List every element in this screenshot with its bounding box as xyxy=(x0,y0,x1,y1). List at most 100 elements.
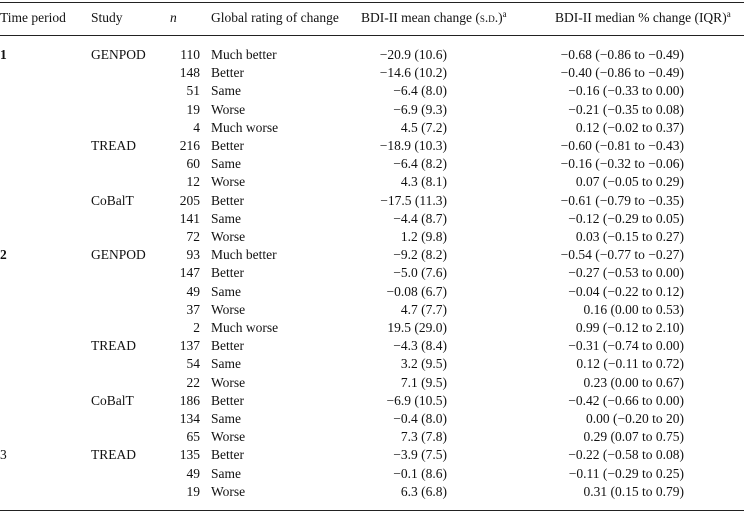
table-cell: 147 xyxy=(179,265,200,281)
table-cell: 4.7 (7.7) xyxy=(400,301,447,317)
table-cell: −0.08 (6.7) xyxy=(386,283,447,299)
table-cell: −20.9 (10.6) xyxy=(379,47,447,62)
table-cell: Same xyxy=(211,210,241,226)
table-cell: 19.5 (29.0) xyxy=(387,320,447,335)
table-cell: −0.42 (−0.66 to 0.00) xyxy=(568,392,684,408)
table-cell: −3.9 (7.5) xyxy=(393,447,447,463)
table-cell: −0.16 (−0.32 to −0.06) xyxy=(560,156,684,172)
table-cell: 141 xyxy=(179,210,200,226)
table-cell: 65 xyxy=(186,429,201,445)
table-cell: 2 xyxy=(193,320,200,335)
table-cell: TREAD xyxy=(91,338,136,354)
table-cell: 205 xyxy=(179,192,200,208)
table-cell: Worse xyxy=(211,301,246,317)
table-cell: 3.2 (9.5) xyxy=(400,356,447,372)
table-cell: 137 xyxy=(179,338,200,354)
table-cell: −0.04 (−0.22 to 0.12) xyxy=(568,283,684,299)
table-cell: Better xyxy=(211,392,244,408)
table-cell: 1.2 (9.8) xyxy=(400,229,447,244)
table-cell: 19 xyxy=(186,101,201,117)
top-rule xyxy=(0,2,744,3)
table-cell: −0.61 (−0.79 to −0.35) xyxy=(560,192,684,208)
header-cell: BDI-II mean change (s.d.)a xyxy=(361,10,507,26)
table-cell: 54 xyxy=(186,356,201,372)
table-cell: −0.12 (−0.29 to 0.05) xyxy=(568,210,684,226)
table-cell: 2 xyxy=(0,247,7,263)
table-cell: CoBalT xyxy=(91,392,134,408)
table-cell: Same xyxy=(211,283,241,299)
header-cell: Time period xyxy=(0,10,66,25)
table-cell: Same xyxy=(211,83,241,99)
table-cell: −4.4 (8.7) xyxy=(393,210,447,226)
table-cell: Same xyxy=(211,156,241,172)
table-cell: 135 xyxy=(179,447,200,463)
bottom-rule xyxy=(0,510,744,511)
table-cell: 4.3 (8.1) xyxy=(400,174,447,190)
table-cell: 134 xyxy=(179,411,200,426)
table-cell: Much better xyxy=(211,47,277,62)
footnote-mark: a xyxy=(502,9,507,19)
table-cell: 4.5 (7.2) xyxy=(400,119,447,135)
table-cell: Much worse xyxy=(211,320,279,335)
table-cell: 12 xyxy=(186,174,201,190)
table-cell: −6.9 (10.5) xyxy=(386,392,447,408)
table-cell: 51 xyxy=(186,83,201,99)
table-cell: −0.16 (−0.33 to 0.00) xyxy=(568,83,684,99)
table-cell: 6.3 (6.8) xyxy=(400,483,447,499)
table-cell: −0.27 (−0.53 to 0.00) xyxy=(568,265,684,281)
table-cell: Same xyxy=(211,411,241,426)
table-cell: −0.31 (−0.74 to 0.00) xyxy=(568,338,684,354)
table-cell: −0.1 (8.6) xyxy=(393,465,447,481)
table-cell: −0.60 (−0.81 to −0.43) xyxy=(560,138,684,153)
table-cell: 0.03 (−0.15 to 0.27) xyxy=(575,229,684,244)
table-cell: 0.12 (−0.02 to 0.37) xyxy=(575,119,684,135)
table-cell: 49 xyxy=(186,283,201,299)
table-cell: 0.99 (−0.12 to 2.10) xyxy=(575,320,684,335)
table-cell: 60 xyxy=(186,156,201,172)
table-cell: TREAD xyxy=(91,447,136,463)
table-cell: −0.54 (−0.77 to −0.27) xyxy=(560,247,684,263)
table-cell: 4 xyxy=(193,119,200,135)
header-rule xyxy=(0,35,744,36)
header-cell: Study xyxy=(91,10,123,25)
table-cell: 93 xyxy=(186,247,201,263)
table-cell: −0.22 (−0.58 to 0.08) xyxy=(568,447,684,463)
table-cell: Much worse xyxy=(211,119,279,135)
header-text: ) xyxy=(498,10,503,25)
table-cell: −4.3 (8.4) xyxy=(393,338,447,354)
table-cell: 49 xyxy=(186,465,201,481)
table-cell: 186 xyxy=(179,392,200,408)
table-cell: GENPOD xyxy=(91,247,146,263)
table-cell: Better xyxy=(211,138,244,153)
table-cell: Worse xyxy=(211,374,246,390)
header-cell: BDI-II median % change (IQR)a xyxy=(555,10,731,26)
table-cell: Better xyxy=(211,265,244,281)
table-cell: 1 xyxy=(0,47,7,62)
table-cell: 22 xyxy=(186,374,201,390)
header-text: BDI-II median % change (IQR) xyxy=(555,10,727,25)
table-cell: 0.16 (0.00 to 0.53) xyxy=(583,301,685,317)
table-cell: 0.31 (0.15 to 0.79) xyxy=(583,483,685,499)
table-cell: 37 xyxy=(186,301,201,317)
table-cell: −0.68 (−0.86 to −0.49) xyxy=(560,47,684,62)
table-cell: −6.4 (8.0) xyxy=(393,83,447,99)
header-cell: Global rating of change xyxy=(211,10,339,25)
table-cell: Better xyxy=(211,65,244,81)
table-cell: Same xyxy=(211,465,241,481)
header-text: s.d. xyxy=(479,10,499,25)
table-cell: 72 xyxy=(186,229,201,244)
header-cell: n xyxy=(170,10,177,25)
table-cell: 0.23 (0.00 to 0.67) xyxy=(583,374,685,390)
table-cell: −17.5 (11.3) xyxy=(380,192,447,208)
table-cell: Worse xyxy=(211,101,246,117)
table-cell: 216 xyxy=(179,138,200,153)
table-cell: −0.40 (−0.86 to −0.49) xyxy=(560,65,684,81)
table-cell: −14.6 (10.2) xyxy=(379,65,447,81)
table-cell: −18.9 (10.3) xyxy=(379,138,447,153)
footnote-mark: a xyxy=(726,9,731,19)
table-cell: Worse xyxy=(211,429,246,445)
table-cell: −0.4 (8.0) xyxy=(393,411,447,426)
table-cell: Better xyxy=(211,338,244,354)
table-cell: −0.21 (−0.35 to 0.08) xyxy=(568,101,684,117)
table-cell: Much better xyxy=(211,247,277,263)
